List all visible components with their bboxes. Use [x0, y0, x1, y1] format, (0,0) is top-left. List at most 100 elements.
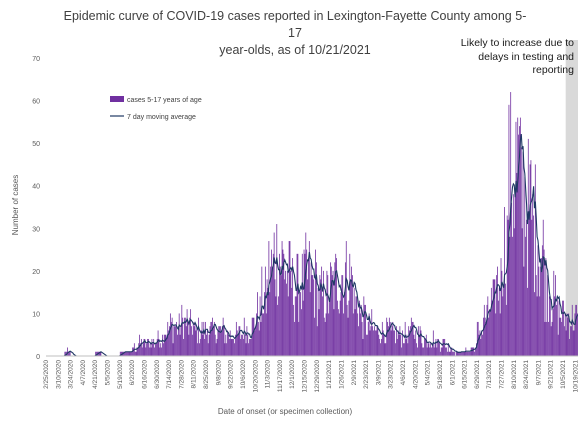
case-bar [320, 279, 322, 356]
case-bar [328, 313, 330, 356]
x-tick-label: 3/24/2020 [68, 360, 75, 389]
case-bar [215, 343, 217, 356]
case-bar [271, 266, 273, 356]
case-bar [575, 304, 577, 356]
case-bar [479, 330, 481, 356]
case-bar [285, 270, 286, 356]
case-bar [180, 326, 182, 356]
case-bar [276, 224, 278, 356]
case-bar [459, 351, 461, 356]
case-bar [293, 321, 295, 356]
case-bar [569, 338, 571, 356]
case-bar [190, 309, 192, 356]
x-tick-label: 11/3/2020 [265, 360, 272, 389]
case-bar [484, 317, 486, 356]
case-bar [242, 334, 243, 356]
case-bar [206, 330, 208, 356]
x-tick-label: 6/15/2021 [462, 360, 469, 389]
case-bar [438, 338, 439, 356]
case-bar [237, 334, 239, 356]
case-bar [507, 219, 509, 356]
case-bar [456, 351, 458, 356]
case-bar [98, 351, 100, 356]
case-bar [478, 334, 480, 356]
case-bar [224, 343, 226, 356]
case-bar [335, 253, 337, 356]
case-bar [416, 343, 418, 356]
chart-title-line-2: year-olds, as of 10/21/2021 [219, 43, 371, 57]
case-bar [410, 317, 412, 356]
case-bar [439, 343, 440, 356]
case-bar [548, 321, 549, 356]
case-bar [162, 343, 164, 356]
x-tick-label: 2/25/2020 [43, 360, 50, 389]
case-bar [334, 262, 336, 356]
case-bar [471, 347, 473, 356]
case-bar [262, 313, 264, 356]
case-bar [321, 266, 323, 356]
case-bar [498, 287, 500, 356]
case-bar [366, 334, 367, 356]
case-bar [289, 241, 291, 356]
case-bar [218, 326, 220, 356]
case-bar [440, 347, 442, 356]
case-bar [293, 304, 294, 356]
case-bar [491, 300, 493, 356]
x-tick-label: 6/30/2020 [154, 360, 161, 389]
case-bar [172, 343, 174, 356]
case-bar [191, 334, 193, 356]
y-axis-label: Number of cases [11, 175, 20, 235]
annotation-line-1: Likely to increase due to [460, 37, 574, 49]
case-bar [222, 317, 224, 356]
case-bar [426, 347, 428, 356]
case-bar [434, 343, 436, 356]
case-bar [398, 334, 400, 356]
case-bar [361, 321, 363, 356]
case-bar [576, 304, 578, 356]
case-bar [387, 321, 388, 356]
case-bar [256, 313, 257, 356]
case-bar [264, 292, 265, 356]
case-bar [359, 313, 361, 356]
case-bar [461, 351, 462, 356]
case-bar [505, 283, 506, 356]
case-bar [496, 275, 498, 356]
case-bar [311, 275, 313, 356]
case-bar [200, 330, 202, 356]
case-bar [187, 321, 189, 356]
case-bar [341, 275, 343, 356]
case-bar [319, 275, 321, 356]
case-bar [198, 317, 199, 356]
case-bar [244, 334, 246, 356]
case-bar [100, 351, 102, 356]
case-bar [552, 309, 554, 356]
case-bar [375, 330, 377, 356]
case-bar [490, 309, 491, 356]
case-bar [204, 338, 206, 356]
case-bar [184, 317, 185, 356]
case-bar [283, 253, 285, 356]
case-bar [401, 347, 403, 356]
y-tick-label: 50 [32, 141, 40, 148]
case-bar [67, 347, 68, 356]
case-bar [220, 330, 222, 356]
case-bar [533, 215, 534, 356]
case-bar [241, 334, 243, 356]
case-bar [427, 343, 429, 356]
case-bar [232, 338, 234, 356]
case-bar [467, 351, 469, 356]
case-bar [572, 330, 574, 356]
case-bar [528, 211, 530, 356]
case-bar [464, 351, 466, 356]
moving-average-line [51, 133, 579, 357]
case-bar [503, 287, 505, 356]
case-bar [333, 309, 335, 356]
case-bar [282, 249, 284, 356]
case-bar [316, 326, 318, 356]
case-bar [310, 262, 312, 356]
case-bar [481, 330, 483, 356]
case-bar [186, 309, 188, 356]
case-bar [177, 334, 178, 356]
case-bar [353, 287, 355, 356]
case-bar [388, 317, 390, 356]
